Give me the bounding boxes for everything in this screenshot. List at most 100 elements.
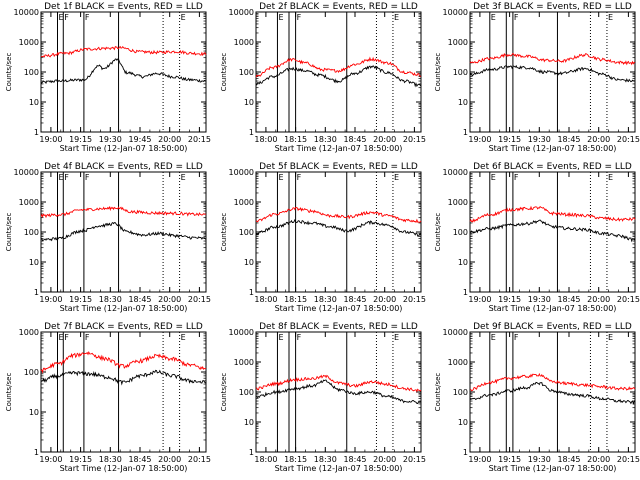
y-axis-label: Counts/sec: [5, 53, 13, 92]
series-events-line: [255, 379, 422, 404]
y-tick-label: 10: [458, 258, 468, 267]
time-marker-label: F: [297, 333, 302, 342]
time-marker-label: E: [59, 333, 64, 342]
chart-panel-2: Det 2f BLACK = Events, RED = LLD 1 10 100 10…: [220, 2, 426, 153]
x-tick-label: 19:00: [39, 455, 62, 464]
x-tick-label: 20:15: [403, 455, 426, 464]
time-marker-label: E: [608, 13, 613, 22]
x-tick-label: 20:00: [373, 295, 396, 304]
series-events-line: [255, 218, 422, 237]
y-tick-label: 100: [239, 228, 254, 237]
chart-panel-9: Det 9f BLACK = Events, RED = LLD 1 10 100 10…: [434, 322, 640, 473]
x-axis-label: Start Time (12-Jan-07 18:50:00): [489, 464, 617, 473]
time-marker-label: F: [85, 173, 90, 182]
y-tick-label: 1000: [19, 198, 39, 207]
y-tick-label: 1: [463, 288, 468, 297]
x-tick-label: 20:00: [373, 135, 396, 144]
x-tick-label: 20:15: [617, 135, 640, 144]
time-marker-label: E: [491, 333, 496, 342]
series-lld-line: [469, 372, 636, 392]
x-axis-label: Start Time (12-Jan-07 18:50:00): [60, 464, 188, 473]
series-lld-line: [40, 205, 207, 219]
series-events-line: [255, 65, 422, 88]
series-lld-line: [255, 56, 422, 78]
y-tick-label: 1000: [448, 198, 468, 207]
y-tick-label: 1: [249, 448, 254, 457]
x-tick-label: 18:45: [557, 455, 580, 464]
x-axis-label: Start Time (12-Jan-07 18:50:00): [275, 304, 403, 313]
x-tick-label: 20:00: [158, 135, 181, 144]
time-marker-label: F: [514, 173, 519, 182]
series-events-line: [40, 369, 206, 386]
x-tick-label: 20:00: [587, 455, 610, 464]
y-tick-label: 100: [24, 368, 39, 377]
y-axis-label: Counts/sec: [220, 53, 228, 92]
series-lld-line: [469, 205, 636, 223]
series-lld-line: [40, 45, 207, 58]
y-tick-label: 10: [244, 98, 254, 107]
x-tick-label: 18:00: [254, 455, 277, 464]
y-tick-label: 10000: [229, 8, 254, 17]
series-events-line: [469, 64, 636, 83]
y-tick-label: 100: [24, 68, 39, 77]
y-tick-label: 1000: [234, 358, 254, 367]
chart-title: Det 9f BLACK = Events, RED = LLD: [473, 322, 632, 332]
x-tick-label: 19:15: [69, 135, 92, 144]
x-tick-label: 19:30: [528, 455, 551, 464]
x-tick-label: 20:15: [188, 455, 211, 464]
y-tick-label: 1000: [448, 38, 468, 47]
x-tick-label: 18:00: [254, 295, 277, 304]
time-marker-label: E: [181, 173, 186, 182]
chart-title: Det 2f BLACK = Events, RED = LLD: [259, 2, 418, 12]
x-tick-label: 20:00: [587, 295, 610, 304]
x-tick-label: 19:30: [528, 135, 551, 144]
x-tick-label: 19:15: [498, 135, 521, 144]
y-tick-label: 1: [249, 128, 254, 137]
y-tick-label: 10: [244, 418, 254, 427]
y-tick-label: 100: [453, 388, 468, 397]
series-lld-line: [255, 207, 422, 223]
chart-panel-8: Det 8f BLACK = Events, RED = LLD 1 10 100 10…: [220, 322, 426, 473]
y-axis-label: Counts/sec: [220, 213, 228, 252]
x-tick-label: 20:15: [403, 295, 426, 304]
x-tick-label: 20:00: [587, 135, 610, 144]
y-tick-label: 10000: [229, 328, 254, 337]
x-tick-label: 18:45: [343, 455, 366, 464]
y-tick-label: 1000: [19, 38, 39, 47]
chart-panel-6: Det 6f BLACK = Events, RED = LLD 1 10 100 10…: [434, 162, 640, 313]
time-marker-label: E: [181, 333, 186, 342]
plot-frame: [40, 11, 207, 133]
y-tick-label: 1: [34, 128, 39, 137]
y-tick-label: 1: [463, 448, 468, 457]
x-tick-label: 19:00: [39, 295, 62, 304]
y-tick-label: 10000: [443, 328, 468, 337]
x-tick-label: 18:30: [314, 295, 337, 304]
y-tick-label: 1000: [234, 38, 254, 47]
x-tick-label: 20:15: [188, 135, 211, 144]
series-lld-line: [469, 52, 636, 66]
plot-frame: [40, 331, 207, 453]
series-lld-line: [40, 350, 206, 374]
y-axis-label: Counts/sec: [220, 373, 228, 412]
x-tick-label: 20:15: [617, 455, 640, 464]
x-tick-label: 19:15: [498, 295, 521, 304]
x-tick-label: 18:45: [128, 295, 151, 304]
x-tick-label: 19:30: [528, 295, 551, 304]
x-tick-label: 18:15: [284, 135, 307, 144]
y-tick-label: 1: [34, 288, 39, 297]
x-tick-label: 19:15: [69, 455, 92, 464]
x-tick-label: 19:00: [39, 135, 62, 144]
chart-title: Det 4f BLACK = Events, RED = LLD: [44, 162, 203, 172]
y-tick-label: 1000: [448, 358, 468, 367]
time-marker-label: E: [394, 173, 399, 182]
chart-title: Det 8f BLACK = Events, RED = LLD: [259, 322, 418, 332]
y-tick-label: 10000: [14, 168, 39, 177]
chart-title: Det 5f BLACK = Events, RED = LLD: [259, 162, 418, 172]
chart-panel-7: Det 7f BLACK = Events, RED = LLD 1 10 100 10…: [5, 322, 211, 473]
time-marker-label: F: [64, 333, 69, 342]
time-marker-label: E: [181, 13, 186, 22]
plot-frame: [40, 171, 207, 293]
time-marker-label: E: [278, 13, 283, 22]
x-tick-label: 20:15: [617, 295, 640, 304]
